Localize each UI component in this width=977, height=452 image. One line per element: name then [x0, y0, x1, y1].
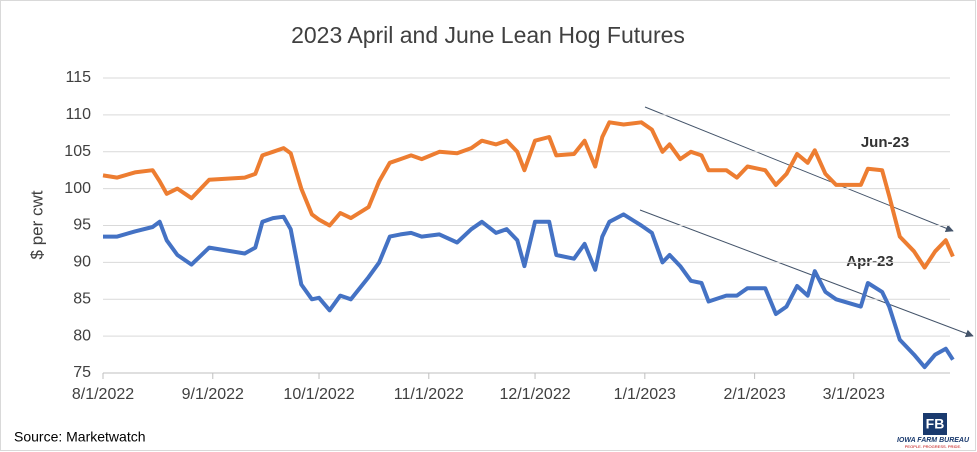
trend-arrow — [639, 209, 974, 338]
y-tick-label: 100 — [64, 180, 91, 197]
x-tick-label: 12/1/2022 — [499, 386, 570, 403]
x-tick-label: 1/1/2023 — [614, 386, 676, 403]
y-tick-label: 115 — [65, 69, 91, 86]
source-note: Source: Marketwatch — [14, 429, 146, 445]
logo-mark — [923, 413, 947, 435]
logo-letters: FB — [926, 416, 945, 432]
x-tick-label: 10/1/2022 — [283, 386, 354, 403]
annotation: Apr-23 — [846, 253, 894, 270]
annotation: Jun-23 — [861, 134, 909, 151]
y-tick-label: 85 — [73, 290, 91, 307]
series-line — [103, 212, 955, 370]
x-tick-label: 2/1/2023 — [723, 386, 785, 403]
x-tick-label: 11/1/2022 — [394, 386, 464, 403]
y-tick-label: 75 — [73, 364, 91, 381]
x-tick-label: 8/1/2022 — [72, 386, 134, 403]
y-tick-label: 80 — [73, 327, 91, 344]
y-tick-label: 110 — [65, 106, 91, 123]
series-line — [102, 120, 955, 270]
logo-tagline: PEOPLE. PROGRESS. PRIDE. — [905, 444, 961, 449]
x-tick-label: 9/1/2022 — [182, 386, 244, 403]
x-tick-label: 3/1/2023 — [823, 386, 885, 403]
chart-title: 2023 April and June Lean Hog Futures — [291, 22, 685, 48]
trend-arrow — [644, 106, 954, 233]
y-axis-label: $ per cwt — [27, 190, 46, 259]
y-tick-label: 90 — [73, 254, 91, 271]
logo-text: IOWA FARM BUREAU — [897, 437, 970, 444]
y-tick-label: 95 — [73, 217, 91, 234]
y-tick-label: 105 — [64, 143, 91, 160]
